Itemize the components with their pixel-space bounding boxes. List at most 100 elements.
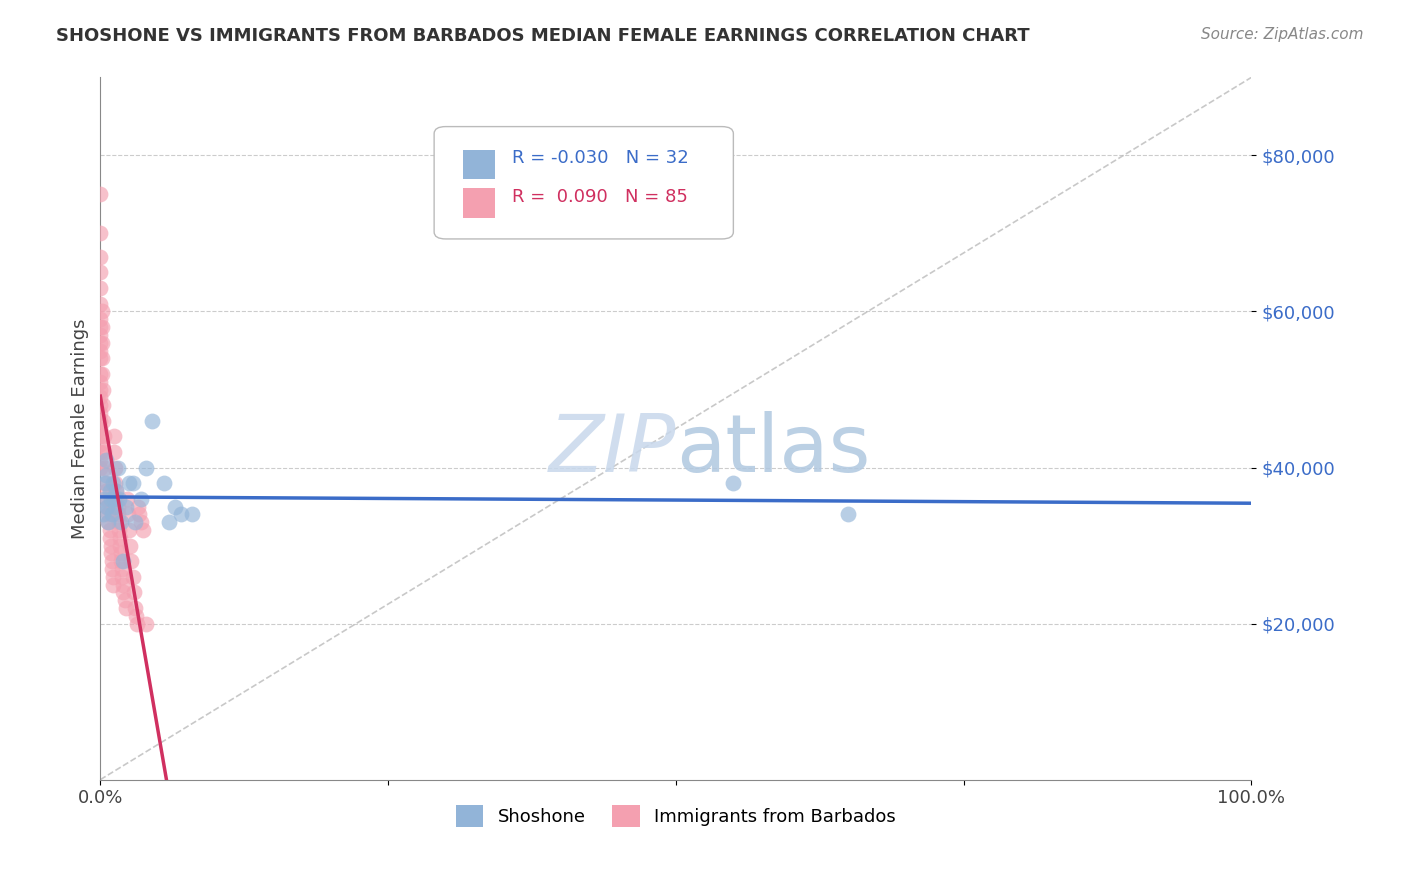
Point <box>101 577 124 591</box>
Point <box>98 531 121 545</box>
Point <box>90 320 112 334</box>
Point <box>165 500 187 514</box>
Point <box>101 476 124 491</box>
FancyBboxPatch shape <box>463 188 495 218</box>
FancyBboxPatch shape <box>463 150 495 179</box>
Y-axis label: Median Female Earnings: Median Female Earnings <box>72 318 89 539</box>
Point <box>152 476 174 491</box>
Point <box>89 320 111 334</box>
Point <box>89 460 111 475</box>
Point <box>115 491 138 506</box>
Point <box>101 562 124 576</box>
Point <box>89 375 111 389</box>
Point <box>107 460 129 475</box>
Point <box>94 460 117 475</box>
Point <box>181 508 204 522</box>
Point <box>89 327 111 342</box>
Point <box>110 546 132 560</box>
Point <box>127 500 149 514</box>
Point <box>111 570 134 584</box>
Text: atlas: atlas <box>676 410 870 489</box>
Point <box>89 187 111 202</box>
Point <box>89 414 111 428</box>
Point <box>127 616 149 631</box>
Point <box>96 500 118 514</box>
Point <box>101 554 124 568</box>
Text: Source: ZipAtlas.com: Source: ZipAtlas.com <box>1201 27 1364 42</box>
Point <box>107 500 129 514</box>
Point <box>135 616 157 631</box>
Point <box>101 570 124 584</box>
FancyBboxPatch shape <box>434 127 734 239</box>
Point <box>89 398 111 412</box>
Point <box>89 281 111 295</box>
Point <box>89 445 111 459</box>
Point <box>104 476 127 491</box>
Point <box>103 429 125 443</box>
Point <box>129 515 152 529</box>
Point <box>94 476 117 491</box>
Point <box>89 343 111 358</box>
Point <box>110 554 132 568</box>
Point <box>91 414 114 428</box>
Point <box>118 523 141 537</box>
Point <box>141 414 163 428</box>
Point <box>89 390 111 404</box>
Point <box>108 531 131 545</box>
Point <box>105 483 128 498</box>
Point <box>107 491 129 506</box>
Point <box>93 491 115 506</box>
Point <box>89 367 111 381</box>
Point <box>97 508 120 522</box>
Point <box>120 539 142 553</box>
Point <box>89 351 111 366</box>
Point <box>98 523 121 537</box>
Point <box>91 398 114 412</box>
Point <box>129 491 152 506</box>
Point <box>103 445 125 459</box>
Point <box>108 539 131 553</box>
Point <box>132 523 155 537</box>
Point <box>94 468 117 483</box>
Legend: Shoshone, Immigrants from Barbados: Shoshone, Immigrants from Barbados <box>449 797 903 834</box>
Point <box>93 445 115 459</box>
Point <box>89 227 111 241</box>
Point <box>100 491 122 506</box>
Point <box>104 500 127 514</box>
Point <box>107 508 129 522</box>
Point <box>89 296 111 310</box>
Point <box>91 508 114 522</box>
Point <box>89 429 111 443</box>
Point <box>105 491 128 506</box>
Point <box>107 523 129 537</box>
Point <box>117 508 139 522</box>
Point <box>100 539 122 553</box>
Point <box>114 500 136 514</box>
Point <box>114 601 136 615</box>
Point <box>89 312 111 326</box>
Point <box>90 335 112 350</box>
Point <box>122 585 145 599</box>
Point <box>89 406 111 420</box>
Point <box>100 546 122 560</box>
Point <box>104 460 127 475</box>
Point <box>121 476 143 491</box>
Point <box>107 515 129 529</box>
Point <box>89 250 111 264</box>
Point <box>114 593 136 607</box>
Point <box>101 508 124 522</box>
Point <box>89 452 111 467</box>
Point <box>89 335 111 350</box>
Text: R = -0.030   N = 32: R = -0.030 N = 32 <box>512 149 689 167</box>
Point <box>89 437 111 451</box>
Point <box>105 483 128 498</box>
Point <box>94 452 117 467</box>
Point <box>94 476 117 491</box>
Point <box>121 570 143 584</box>
Text: R =  0.090   N = 85: R = 0.090 N = 85 <box>512 188 689 206</box>
Point <box>112 554 135 568</box>
Point <box>723 476 745 491</box>
Point <box>96 491 118 506</box>
Point <box>103 491 125 506</box>
Point <box>110 515 132 529</box>
